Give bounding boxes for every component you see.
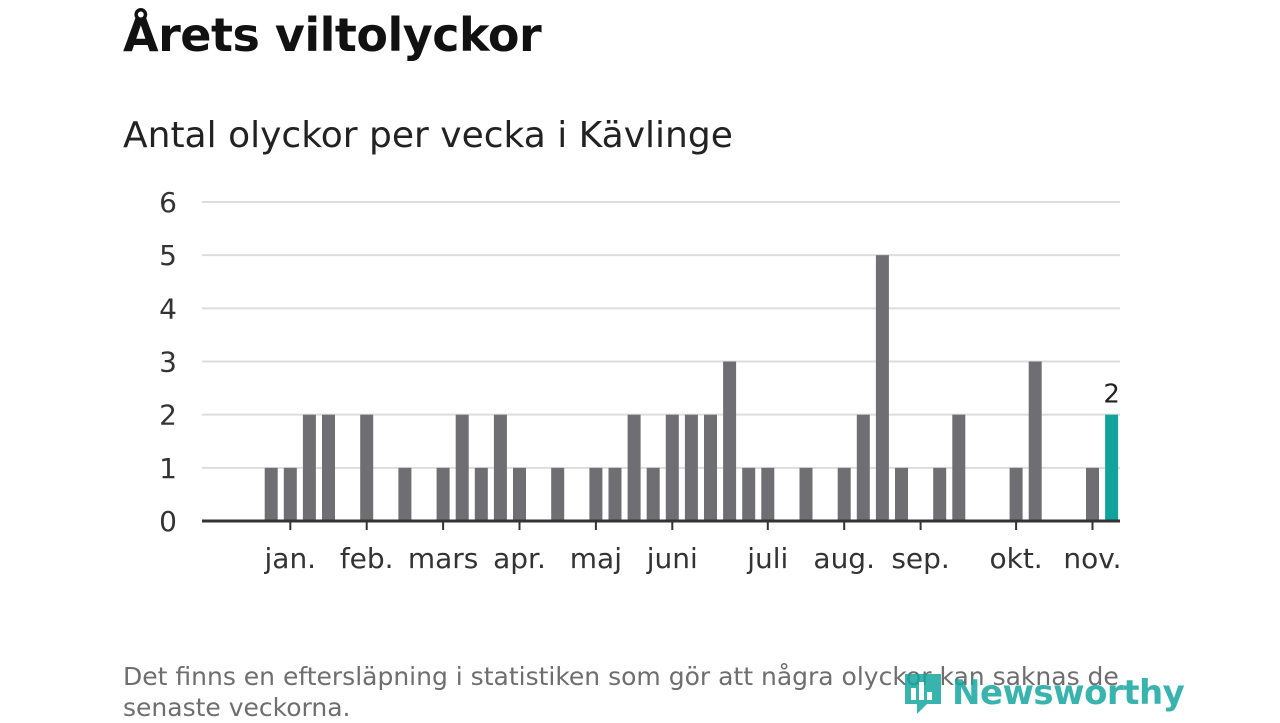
bar [436,467,450,521]
x-tick-label: maj [570,542,622,575]
x-tick-label: feb. [340,542,394,575]
bar [283,467,297,521]
bar-highlight [1105,414,1119,521]
newsworthy-logo[interactable]: Newsworthy [902,668,1185,718]
bar-chart: 0 1 2 3 4 5 6 2 jan. feb. mars apr. maj juni juli aug. s… [159,186,1121,575]
bar [302,414,316,521]
bar [551,467,565,521]
bar [455,414,469,521]
bar [513,467,526,521]
bar [360,414,374,521]
bar [608,467,622,521]
bar [646,467,660,521]
bar [665,414,679,521]
newsworthy-logo-icon [905,674,941,714]
bar [1086,467,1099,521]
bar [322,414,335,521]
bar [799,467,813,521]
bar [704,414,717,521]
x-tick-label: sep. [891,542,950,575]
y-tick-label: 5 [159,239,177,272]
x-tick-label: jan. [264,542,317,575]
bar [627,414,641,521]
x-tick-label: apr. [493,542,546,575]
y-tick-label: 2 [159,399,177,432]
bar [933,467,947,521]
data-label: 2 [1103,380,1120,410]
bar [875,255,889,521]
y-tick-label: 4 [159,292,177,325]
bar [952,414,966,521]
bar [895,467,908,521]
x-tick-label: okt. [989,542,1042,575]
x-tick-label: juli [746,542,788,575]
logo-text: Newsworthy [952,673,1185,713]
bar [264,467,278,521]
bar [1028,361,1042,521]
x-tick-label: aug. [813,542,875,575]
x-tick-label: juni [646,542,698,575]
chart-title: Årets viltolyckor [123,8,542,62]
bar [684,414,698,521]
bar [1009,467,1023,521]
y-tick-label: 6 [159,186,177,219]
bar [493,414,507,521]
y-tick-label: 1 [159,452,177,485]
y-tick-label: 3 [159,346,177,379]
bar [761,467,775,521]
bar [856,414,870,521]
y-tick-label: 0 [159,505,177,538]
footnote: Det finns en eftersläpning i statistiken… [123,662,1119,722]
x-tick-label: mars [408,542,479,575]
chart-subtitle: Antal olyckor per vecka i Kävlinge [123,115,733,156]
bar [742,467,756,521]
bar [837,467,851,521]
bar [474,467,488,521]
bar [589,467,603,521]
x-tick-label: nov. [1063,542,1121,575]
bar [398,467,412,521]
bar [723,361,737,521]
